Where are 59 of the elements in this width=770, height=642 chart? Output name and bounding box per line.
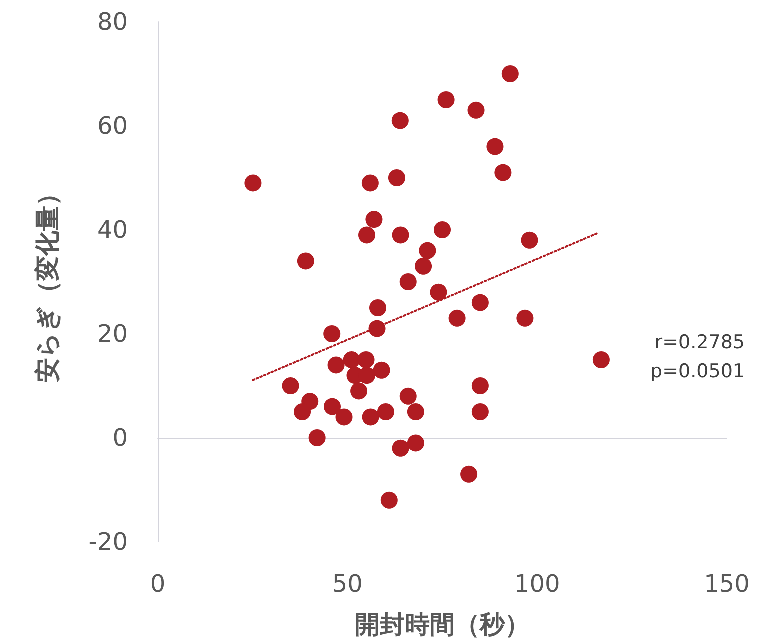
y-tick-label: 60	[97, 112, 128, 140]
x-axis-title: 開封時間（秒）	[355, 610, 530, 639]
point	[494, 164, 512, 182]
point	[370, 300, 387, 316]
point	[486, 138, 504, 156]
point	[358, 352, 375, 368]
point	[407, 404, 424, 420]
annotation: p=0.0501	[650, 360, 746, 382]
x-tick-label: 50	[332, 570, 363, 598]
point	[392, 440, 410, 457]
point	[380, 492, 398, 509]
point	[448, 310, 466, 327]
point	[336, 408, 353, 426]
x-tick-label: 0	[150, 570, 166, 598]
point	[521, 232, 538, 249]
point	[392, 226, 410, 244]
point	[592, 352, 610, 368]
point	[358, 226, 376, 244]
point	[516, 310, 534, 327]
annotation: r=0.2785	[654, 332, 746, 354]
y-tick-label: 0	[112, 424, 128, 452]
point	[468, 102, 485, 119]
point	[324, 398, 341, 416]
point	[324, 326, 341, 342]
point	[434, 222, 451, 238]
y-tick-label: 80	[97, 8, 128, 36]
point	[430, 284, 448, 301]
y-tick-label: 20	[97, 320, 128, 348]
point	[502, 66, 519, 82]
point	[282, 378, 300, 394]
point	[438, 92, 455, 108]
point	[343, 352, 360, 368]
y-axis-title: 安らぎ（変化量）	[33, 181, 62, 383]
point	[460, 466, 478, 483]
point	[472, 378, 489, 394]
point	[472, 404, 489, 420]
point	[362, 408, 380, 426]
point	[244, 174, 262, 192]
point	[366, 211, 383, 228]
point	[400, 274, 417, 290]
x-tick-label: 100	[514, 570, 560, 598]
point	[472, 294, 489, 312]
point	[407, 434, 424, 452]
point	[297, 252, 314, 270]
y-tick-label: 40	[97, 216, 128, 244]
point	[308, 430, 326, 446]
y-tick-label: -20	[88, 528, 128, 556]
point	[419, 242, 436, 260]
point	[415, 258, 432, 275]
point	[373, 362, 390, 379]
point	[400, 388, 417, 405]
point	[388, 170, 406, 186]
point	[350, 382, 368, 400]
point	[328, 356, 345, 374]
point	[362, 174, 379, 192]
point	[392, 112, 409, 130]
point	[377, 404, 394, 420]
x-tick-label: 150	[704, 570, 750, 598]
point	[294, 404, 312, 420]
